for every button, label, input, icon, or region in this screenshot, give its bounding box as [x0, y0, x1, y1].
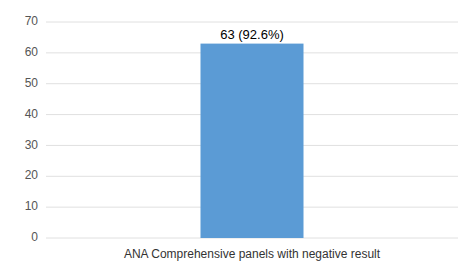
y-tick-label: 30: [25, 138, 39, 152]
x-axis: ANA Comprehensive panels with negative r…: [124, 247, 381, 261]
y-tick-label: 60: [25, 45, 39, 59]
bar: [201, 44, 304, 238]
y-tick-label: 20: [25, 168, 39, 182]
y-tick-label: 50: [25, 76, 39, 90]
data-label: 63 (92.6%): [220, 27, 284, 42]
data-labels: 63 (92.6%): [220, 27, 284, 42]
x-tick-label: ANA Comprehensive panels with negative r…: [124, 247, 381, 261]
chart-svg: 0 10 20 30 40 50 60 70 63 (92.6%) ANA Comprehensi…: [0, 0, 474, 276]
y-axis: 0 10 20 30 40 50 60 70: [25, 14, 458, 244]
grid-line: [46, 22, 458, 23]
bars: [201, 44, 304, 238]
y-tick-label: 70: [25, 14, 39, 28]
y-tick-label: 0: [31, 230, 38, 244]
chart-container: 0 10 20 30 40 50 60 70 63 (92.6%) ANA Comprehensi…: [0, 0, 474, 276]
y-tick-label: 40: [25, 107, 39, 121]
y-tick-label: 10: [25, 199, 39, 213]
